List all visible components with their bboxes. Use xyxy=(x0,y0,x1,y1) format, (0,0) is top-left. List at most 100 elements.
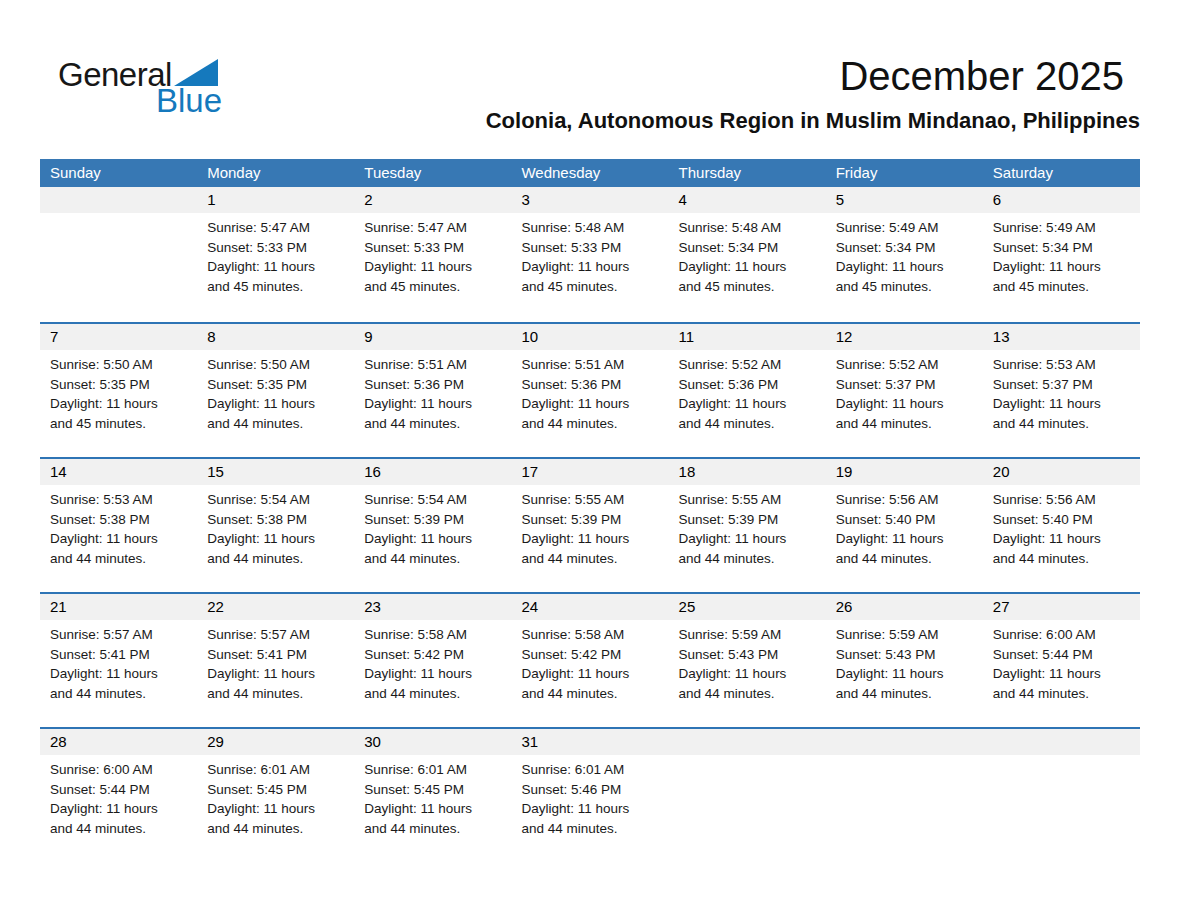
daylight-line2: and 44 minutes. xyxy=(50,684,191,704)
daylight-line1: Daylight: 11 hours xyxy=(364,394,505,414)
sunrise-text: Sunrise: 5:48 AM xyxy=(521,218,662,238)
day-cell: 31 Sunrise: 6:01 AM Sunset: 5:46 PM Dayl… xyxy=(511,729,668,862)
day-cell: 11 Sunrise: 5:52 AM Sunset: 5:36 PM Dayl… xyxy=(669,324,826,457)
sunrise-text: Sunrise: 5:48 AM xyxy=(679,218,820,238)
day-details: Sunrise: 5:48 AM Sunset: 5:34 PM Dayligh… xyxy=(669,213,826,296)
sunset-text: Sunset: 5:43 PM xyxy=(836,645,977,665)
daylight-line1: Daylight: 11 hours xyxy=(521,664,662,684)
day-cell: 16 Sunrise: 5:54 AM Sunset: 5:39 PM Dayl… xyxy=(354,459,511,592)
daylight-line2: and 44 minutes. xyxy=(364,414,505,434)
general-blue-logo: General Blue xyxy=(58,58,222,117)
day-details: Sunrise: 5:56 AM Sunset: 5:40 PM Dayligh… xyxy=(826,485,983,568)
daylight-line1: Daylight: 11 hours xyxy=(679,664,820,684)
sunset-text: Sunset: 5:36 PM xyxy=(521,375,662,395)
day-details: Sunrise: 5:55 AM Sunset: 5:39 PM Dayligh… xyxy=(669,485,826,568)
day-cell xyxy=(826,729,983,862)
daylight-line1: Daylight: 11 hours xyxy=(993,394,1134,414)
daylight-line1: Daylight: 11 hours xyxy=(364,257,505,277)
daylight-line1: Daylight: 11 hours xyxy=(521,257,662,277)
sunrise-text: Sunrise: 5:58 AM xyxy=(521,625,662,645)
sunset-text: Sunset: 5:42 PM xyxy=(364,645,505,665)
sunrise-text: Sunrise: 5:55 AM xyxy=(521,490,662,510)
week-row: 7 Sunrise: 5:50 AM Sunset: 5:35 PM Dayli… xyxy=(40,322,1140,457)
day-number: 4 xyxy=(669,187,826,213)
day-details: Sunrise: 6:00 AM Sunset: 5:44 PM Dayligh… xyxy=(983,620,1140,703)
day-details: Sunrise: 5:52 AM Sunset: 5:37 PM Dayligh… xyxy=(826,350,983,433)
day-details: Sunrise: 6:00 AM Sunset: 5:44 PM Dayligh… xyxy=(40,755,197,838)
day-cell: 23 Sunrise: 5:58 AM Sunset: 5:42 PM Dayl… xyxy=(354,594,511,727)
sunset-text: Sunset: 5:45 PM xyxy=(207,780,348,800)
day-details: Sunrise: 5:51 AM Sunset: 5:36 PM Dayligh… xyxy=(354,350,511,433)
sunset-text: Sunset: 5:37 PM xyxy=(836,375,977,395)
daylight-line2: and 44 minutes. xyxy=(364,684,505,704)
day-cell: 1 Sunrise: 5:47 AM Sunset: 5:33 PM Dayli… xyxy=(197,187,354,322)
daylight-line2: and 44 minutes. xyxy=(679,414,820,434)
sunrise-text: Sunrise: 6:00 AM xyxy=(50,760,191,780)
daylight-line2: and 44 minutes. xyxy=(679,684,820,704)
day-details: Sunrise: 5:54 AM Sunset: 5:39 PM Dayligh… xyxy=(354,485,511,568)
day-number xyxy=(983,729,1140,755)
day-details: Sunrise: 5:50 AM Sunset: 5:35 PM Dayligh… xyxy=(197,350,354,433)
weekday-header-row: SundayMondayTuesdayWednesdayThursdayFrid… xyxy=(40,159,1140,187)
daylight-line1: Daylight: 11 hours xyxy=(993,529,1134,549)
sunset-text: Sunset: 5:36 PM xyxy=(364,375,505,395)
sunrise-text: Sunrise: 5:51 AM xyxy=(521,355,662,375)
day-cell xyxy=(669,729,826,862)
day-details: Sunrise: 6:01 AM Sunset: 5:46 PM Dayligh… xyxy=(511,755,668,838)
sunrise-text: Sunrise: 6:00 AM xyxy=(993,625,1134,645)
sunrise-text: Sunrise: 5:54 AM xyxy=(364,490,505,510)
daylight-line2: and 45 minutes. xyxy=(521,277,662,297)
day-number: 11 xyxy=(669,324,826,350)
sunset-text: Sunset: 5:39 PM xyxy=(521,510,662,530)
day-cell: 21 Sunrise: 5:57 AM Sunset: 5:41 PM Dayl… xyxy=(40,594,197,727)
day-details: Sunrise: 5:53 AM Sunset: 5:37 PM Dayligh… xyxy=(983,350,1140,433)
daylight-line1: Daylight: 11 hours xyxy=(993,664,1134,684)
daylight-line2: and 45 minutes. xyxy=(993,277,1134,297)
sunrise-text: Sunrise: 5:49 AM xyxy=(993,218,1134,238)
daylight-line2: and 44 minutes. xyxy=(993,684,1134,704)
daylight-line1: Daylight: 11 hours xyxy=(521,394,662,414)
day-details: Sunrise: 5:59 AM Sunset: 5:43 PM Dayligh… xyxy=(669,620,826,703)
sunrise-text: Sunrise: 5:55 AM xyxy=(679,490,820,510)
sunrise-text: Sunrise: 6:01 AM xyxy=(364,760,505,780)
day-cell: 13 Sunrise: 5:53 AM Sunset: 5:37 PM Dayl… xyxy=(983,324,1140,457)
day-cell: 27 Sunrise: 6:00 AM Sunset: 5:44 PM Dayl… xyxy=(983,594,1140,727)
daylight-line1: Daylight: 11 hours xyxy=(679,257,820,277)
day-number: 29 xyxy=(197,729,354,755)
day-number: 26 xyxy=(826,594,983,620)
sunset-text: Sunset: 5:33 PM xyxy=(521,238,662,258)
day-number: 1 xyxy=(197,187,354,213)
day-details: Sunrise: 5:50 AM Sunset: 5:35 PM Dayligh… xyxy=(40,350,197,433)
day-number: 16 xyxy=(354,459,511,485)
daylight-line1: Daylight: 11 hours xyxy=(207,394,348,414)
sunset-text: Sunset: 5:36 PM xyxy=(679,375,820,395)
day-details: Sunrise: 5:56 AM Sunset: 5:40 PM Dayligh… xyxy=(983,485,1140,568)
daylight-line2: and 44 minutes. xyxy=(207,819,348,839)
sunrise-text: Sunrise: 5:53 AM xyxy=(50,490,191,510)
day-number: 18 xyxy=(669,459,826,485)
day-number: 24 xyxy=(511,594,668,620)
day-details: Sunrise: 5:57 AM Sunset: 5:41 PM Dayligh… xyxy=(40,620,197,703)
day-number xyxy=(669,729,826,755)
weekday-header-saturday: Saturday xyxy=(983,159,1140,187)
daylight-line2: and 44 minutes. xyxy=(993,414,1134,434)
calendar-weeks: 1 Sunrise: 5:47 AM Sunset: 5:33 PM Dayli… xyxy=(40,187,1140,862)
daylight-line1: Daylight: 11 hours xyxy=(207,257,348,277)
daylight-line2: and 44 minutes. xyxy=(836,684,977,704)
daylight-line2: and 44 minutes. xyxy=(521,684,662,704)
daylight-line2: and 45 minutes. xyxy=(679,277,820,297)
sunrise-text: Sunrise: 5:59 AM xyxy=(836,625,977,645)
day-number: 8 xyxy=(197,324,354,350)
day-details: Sunrise: 5:59 AM Sunset: 5:43 PM Dayligh… xyxy=(826,620,983,703)
day-number: 14 xyxy=(40,459,197,485)
day-details: Sunrise: 5:52 AM Sunset: 5:36 PM Dayligh… xyxy=(669,350,826,433)
day-cell: 22 Sunrise: 5:57 AM Sunset: 5:41 PM Dayl… xyxy=(197,594,354,727)
day-cell: 17 Sunrise: 5:55 AM Sunset: 5:39 PM Dayl… xyxy=(511,459,668,592)
sunrise-text: Sunrise: 5:57 AM xyxy=(207,625,348,645)
day-cell: 18 Sunrise: 5:55 AM Sunset: 5:39 PM Dayl… xyxy=(669,459,826,592)
sunrise-text: Sunrise: 5:52 AM xyxy=(679,355,820,375)
sunrise-text: Sunrise: 5:56 AM xyxy=(836,490,977,510)
weekday-header-wednesday: Wednesday xyxy=(511,159,668,187)
day-details: Sunrise: 5:47 AM Sunset: 5:33 PM Dayligh… xyxy=(197,213,354,296)
page-subtitle: Colonia, Autonomous Region in Muslim Min… xyxy=(400,106,1140,136)
